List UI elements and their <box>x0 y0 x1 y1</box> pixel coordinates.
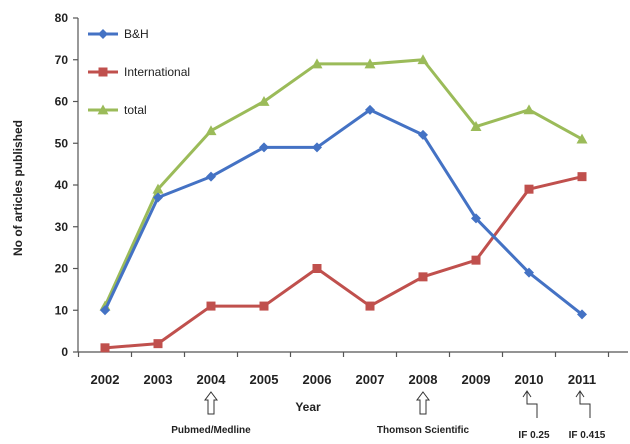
y-tick-label: 80 <box>55 11 69 25</box>
data-point <box>523 104 535 115</box>
x-tick-label: 2010 <box>515 372 544 387</box>
x-tick-label: 2009 <box>462 372 491 387</box>
y-axis-ticks: 0 10 20 30 40 50 60 70 80 <box>55 11 78 359</box>
data-point <box>100 343 110 353</box>
legend-swatch-marker <box>98 29 108 39</box>
annotation-label: IF 0.415 <box>569 430 606 441</box>
series-international <box>100 172 587 353</box>
annotations: Pubmed/Medline Thomson Scientific IF 0.25 I… <box>171 390 606 441</box>
data-point <box>312 142 322 153</box>
data-point <box>152 183 164 194</box>
data-point <box>311 58 323 69</box>
legend-swatch-marker <box>97 104 109 115</box>
up-arrow-icon <box>204 391 218 415</box>
legend-label: total <box>124 103 147 117</box>
series-b-h <box>100 104 587 320</box>
data-point <box>206 301 216 311</box>
data-point <box>471 255 481 265</box>
data-point <box>365 301 375 311</box>
data-point <box>524 267 534 278</box>
x-tick-label: 2007 <box>356 372 385 387</box>
series-line <box>103 58 583 307</box>
y-tick-label: 10 <box>55 303 69 317</box>
data-point <box>153 192 163 203</box>
y-tick-label: 20 <box>55 262 69 276</box>
arrow-head-icon <box>522 390 532 398</box>
data-point <box>365 104 375 115</box>
legend: B&H International total <box>88 27 190 117</box>
y-axis-title: No of articles published <box>11 120 25 256</box>
data-point <box>418 272 428 282</box>
series-line <box>103 108 583 316</box>
data-point <box>100 305 110 316</box>
x-tick-label: 2004 <box>197 372 227 387</box>
data-point <box>418 129 428 140</box>
annotation: Thomson Scientific <box>377 391 470 436</box>
arrow-head-icon <box>575 390 585 398</box>
annotation-label: Thomson Scientific <box>377 425 470 436</box>
annotation-label: IF 0.25 <box>518 430 550 441</box>
data-point <box>205 125 217 136</box>
series-total <box>99 54 588 311</box>
x-tick-label: 2006 <box>303 372 332 387</box>
data-point <box>471 213 481 224</box>
y-tick-label: 70 <box>55 53 69 67</box>
up-arrow-icon <box>416 391 430 415</box>
y-tick-label: 30 <box>55 220 69 234</box>
x-tick-label: 2008 <box>409 372 438 387</box>
data-point <box>312 264 322 273</box>
legend-swatch-marker <box>98 67 108 77</box>
legend-label: B&H <box>124 27 149 41</box>
x-tick-label: 2002 <box>91 372 120 387</box>
data-point <box>258 96 270 106</box>
annotation: IF 0.25 <box>518 390 550 441</box>
legend-label: International <box>124 65 190 79</box>
y-tick-label: 40 <box>55 178 69 192</box>
data-point <box>576 133 588 144</box>
data-point <box>259 142 269 153</box>
series-layer <box>99 54 588 353</box>
y-tick-label: 60 <box>55 95 69 109</box>
x-tick-label: 2003 <box>144 372 173 387</box>
annotation: Pubmed/Medline <box>171 391 251 436</box>
corner-arrow-icon <box>579 392 591 418</box>
data-point <box>259 301 269 311</box>
data-point <box>524 184 534 194</box>
annotation: IF 0.415 <box>569 390 606 441</box>
annotation-label: Pubmed/Medline <box>171 425 251 436</box>
data-point <box>153 339 163 349</box>
data-point <box>577 309 587 320</box>
corner-arrow-icon <box>526 392 538 418</box>
data-point <box>470 121 482 131</box>
data-point <box>417 54 429 65</box>
y-tick-label: 50 <box>55 136 69 150</box>
x-tick-label: 2005 <box>250 372 279 387</box>
data-point <box>206 171 216 182</box>
x-axis-title: Year <box>295 400 321 414</box>
series-line <box>104 175 583 350</box>
data-point <box>577 172 587 182</box>
data-point <box>364 58 376 69</box>
y-tick-label: 0 <box>61 345 68 359</box>
x-axis-ticks: 2002 2003 2004 2005 2006 2007 2008 2009 2010 2011 <box>77 352 610 387</box>
x-tick-label: 2011 <box>568 372 596 387</box>
